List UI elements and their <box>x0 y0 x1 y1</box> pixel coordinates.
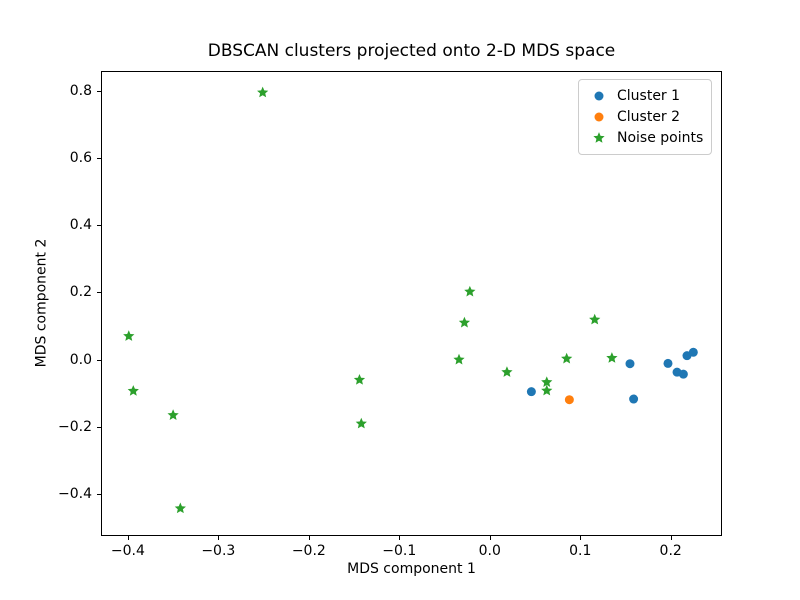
scatter-point-noise-points <box>355 417 367 429</box>
scatter-point-cluster-2 <box>564 395 574 405</box>
scatter-point-cluster-1 <box>663 358 673 368</box>
legend-label: Cluster 2 <box>617 109 681 125</box>
noise-star-icon <box>588 131 610 145</box>
legend-label: Cluster 1 <box>617 88 681 104</box>
y-tick <box>97 90 101 92</box>
scatter-point-noise-points <box>257 86 269 98</box>
y-tick-label: 0.4 <box>69 217 92 234</box>
y-axis-label: MDS component 2 <box>33 238 50 368</box>
scatter-point-noise-points <box>561 352 573 364</box>
scatter-points-layer <box>123 86 698 514</box>
x-tick <box>489 536 491 540</box>
x-tick-label: 0.2 <box>659 543 682 559</box>
y-tick-label: −0.4 <box>58 486 92 503</box>
scatter-point-noise-points <box>501 366 513 377</box>
circle-marker-glyph <box>594 91 604 101</box>
scatter-point-cluster-1 <box>625 359 635 369</box>
cluster2-circle-icon <box>588 110 610 124</box>
x-tick <box>399 536 401 540</box>
x-tick-label: −0.1 <box>382 543 417 559</box>
x-tick-label: −0.2 <box>291 543 326 559</box>
y-tick-label: 0.0 <box>69 351 92 368</box>
y-tick-label: 0.8 <box>69 82 92 99</box>
legend-item-noise: Noise points <box>588 130 704 146</box>
star-marker-glyph <box>593 132 605 143</box>
y-tick-label: 0.6 <box>69 149 92 166</box>
legend: Cluster 1 Cluster 2 Noise points <box>578 79 712 155</box>
scatter-point-cluster-1 <box>688 347 698 357</box>
y-tick <box>97 494 101 496</box>
scatter-point-noise-points <box>167 409 179 420</box>
circle-marker-glyph <box>594 112 604 122</box>
x-tick <box>308 536 310 540</box>
scatter-point-cluster-1 <box>526 387 536 397</box>
x-tick <box>580 536 582 540</box>
scatter-point-cluster-1 <box>678 369 688 379</box>
x-tick-label: −0.4 <box>110 543 145 559</box>
x-tick <box>127 536 129 540</box>
scatter-point-noise-points <box>589 313 601 325</box>
y-tick <box>97 426 101 428</box>
scatter-point-noise-points <box>174 502 186 514</box>
legend-item-cluster1: Cluster 1 <box>588 88 702 104</box>
scatter-point-noise-points <box>606 352 618 363</box>
x-tick-label: −0.3 <box>201 543 236 559</box>
x-tick <box>218 536 220 540</box>
y-tick-label: −0.2 <box>58 418 92 435</box>
scatter-point-noise-points <box>453 353 465 365</box>
scatter-point-noise-points <box>464 285 476 297</box>
x-tick <box>670 536 672 540</box>
x-tick-label: 0.1 <box>569 543 592 559</box>
scatter-point-noise-points <box>541 384 553 396</box>
x-tick-label: 0.0 <box>478 543 501 559</box>
y-tick <box>97 225 101 227</box>
legend-item-cluster2: Cluster 2 <box>588 109 702 125</box>
scatter-point-noise-points <box>123 330 135 341</box>
y-tick <box>97 292 101 294</box>
cluster1-circle-icon <box>588 89 610 103</box>
x-axis-label: MDS component 1 <box>347 561 476 577</box>
scatter-point-cluster-1 <box>629 394 639 404</box>
chart-title: DBSCAN clusters projected onto 2-D MDS s… <box>207 41 616 61</box>
scatter-point-noise-points <box>127 385 139 396</box>
legend-label: Noise points <box>617 130 704 146</box>
y-tick <box>97 359 101 361</box>
y-tick <box>97 157 101 159</box>
y-tick-label: 0.2 <box>69 284 92 301</box>
scatter-point-noise-points <box>353 373 366 385</box>
scatter-point-noise-points <box>541 376 553 388</box>
scatter-point-noise-points <box>458 316 471 328</box>
